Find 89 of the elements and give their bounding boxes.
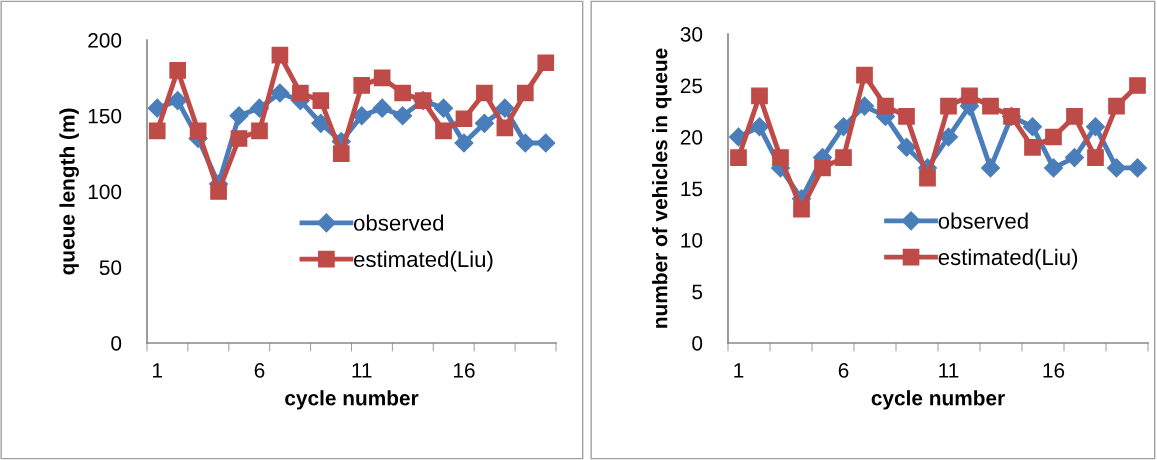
point	[373, 69, 391, 87]
x-tick-label: 1	[734, 363, 744, 378]
point	[1085, 117, 1106, 137]
point	[454, 133, 474, 153]
y-tick-label: 150	[88, 108, 122, 124]
point	[251, 122, 268, 140]
point	[1045, 128, 1062, 146]
point	[835, 149, 852, 166]
point	[393, 106, 413, 126]
point	[372, 98, 392, 118]
point	[169, 61, 187, 79]
point	[455, 110, 473, 128]
x-tick-label: 16	[453, 362, 475, 378]
point	[516, 84, 534, 102]
point	[749, 117, 770, 137]
y-tick-label: 25	[680, 78, 703, 94]
point	[189, 122, 207, 140]
point	[537, 54, 555, 72]
x-tick-label: 11	[939, 363, 959, 378]
point	[230, 130, 248, 147]
point	[856, 66, 873, 84]
y-tick-label: 10	[681, 233, 703, 248]
point	[940, 97, 957, 115]
point	[476, 84, 493, 102]
point	[495, 98, 515, 118]
point	[1024, 138, 1041, 156]
point	[751, 87, 768, 105]
point	[332, 145, 350, 162]
point	[1127, 158, 1148, 178]
legend-label: estimated(Liu)	[938, 248, 1078, 270]
point	[730, 149, 747, 166]
point	[1043, 158, 1064, 178]
point	[210, 183, 227, 200]
point	[168, 91, 188, 111]
point	[877, 97, 894, 115]
point	[394, 84, 411, 102]
y-axis-title: queue length (m)	[59, 108, 79, 275]
y-tick-label: 20	[680, 130, 703, 145]
point	[352, 106, 372, 126]
x-axis-title: cycle number	[285, 390, 419, 410]
point	[435, 122, 452, 140]
point	[1022, 117, 1043, 137]
point	[515, 133, 535, 153]
point	[311, 113, 331, 133]
point	[814, 159, 831, 177]
x-tick-label: 6	[254, 362, 265, 378]
point	[793, 200, 810, 218]
y-tick-label: 50	[99, 260, 122, 275]
y-tick-label: 0	[111, 336, 122, 351]
y-axis-title: number of vehicles in queue	[652, 48, 672, 328]
legend-label: observed	[354, 214, 444, 231]
point	[772, 149, 789, 166]
point	[896, 137, 917, 157]
y-tick-label: 200	[88, 33, 122, 48]
y-tick-label: 15	[681, 181, 703, 197]
legend-label: observed	[938, 212, 1028, 229]
y-tick-label: 0	[692, 336, 703, 351]
point	[292, 84, 309, 102]
point	[1129, 77, 1146, 94]
point	[312, 92, 330, 109]
point	[148, 122, 166, 140]
point	[353, 77, 371, 94]
point	[1066, 108, 1083, 125]
point	[961, 87, 978, 105]
point	[919, 169, 936, 187]
x-tick-label: 11	[352, 363, 372, 378]
x-tick-label: 6	[838, 362, 849, 378]
x-tick-label: 1	[153, 363, 162, 378]
legend-label: estimated(Liu)	[354, 250, 493, 272]
point	[1108, 97, 1125, 115]
point	[1064, 148, 1085, 168]
point	[496, 119, 514, 137]
point	[270, 83, 290, 103]
x-axis-title: cycle number	[871, 390, 1005, 410]
point	[271, 46, 289, 64]
point	[980, 158, 1001, 178]
point	[938, 127, 959, 147]
point	[229, 106, 249, 126]
point	[898, 108, 915, 125]
point	[474, 113, 494, 133]
y-tick-label: 5	[692, 284, 703, 300]
y-tick-label: 30	[680, 27, 703, 42]
point	[1087, 149, 1104, 166]
point	[536, 133, 556, 153]
point	[982, 97, 999, 115]
y-tick-label: 100	[88, 184, 122, 200]
point	[1106, 158, 1127, 178]
x-tick-label: 16	[1043, 362, 1065, 378]
point	[433, 98, 454, 118]
